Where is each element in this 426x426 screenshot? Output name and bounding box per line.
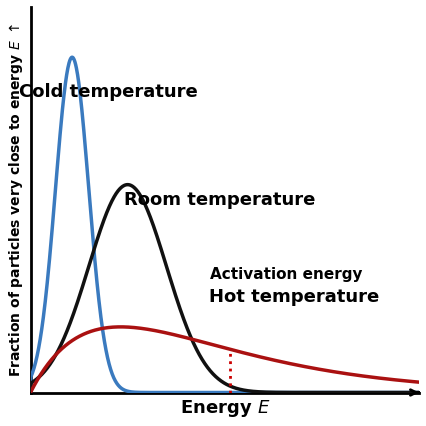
Text: Room temperature: Room temperature (124, 191, 315, 209)
Text: Hot temperature: Hot temperature (209, 288, 379, 306)
Text: Activation energy: Activation energy (210, 267, 362, 282)
Y-axis label: Fraction of particles very close to energy $E$ $\uparrow$: Fraction of particles very close to ener… (7, 23, 25, 377)
Text: Cold temperature: Cold temperature (19, 83, 198, 101)
X-axis label: Energy $E$: Energy $E$ (180, 398, 270, 419)
